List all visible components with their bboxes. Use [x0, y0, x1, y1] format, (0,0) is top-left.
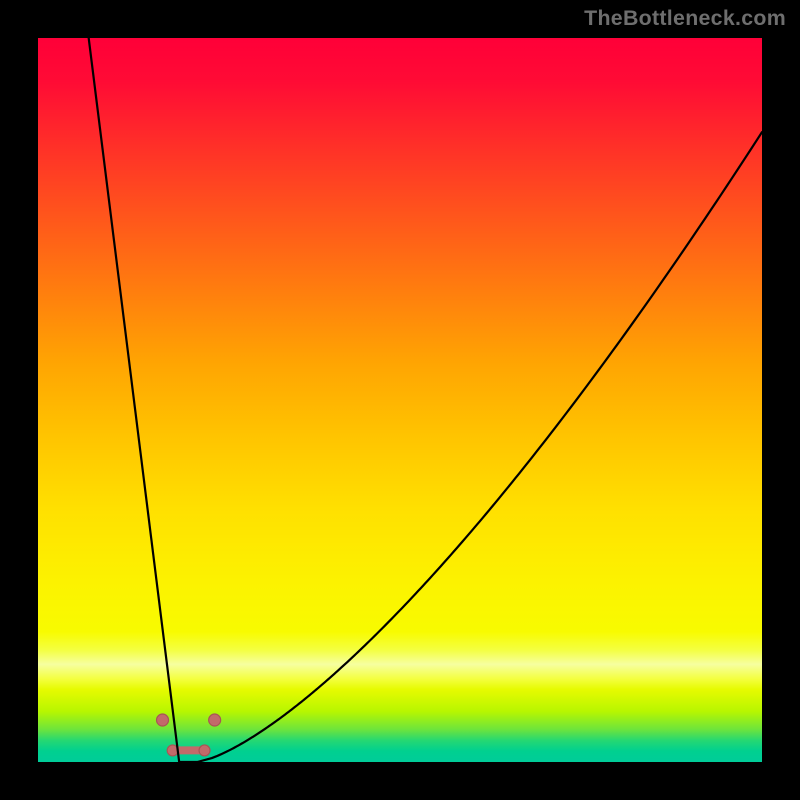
plot-area: [38, 38, 762, 762]
marker-dumbbell-end: [199, 745, 210, 756]
marker-dot: [209, 714, 221, 726]
marker-dot: [157, 714, 169, 726]
chart-container: TheBottleneck.com: [0, 0, 800, 800]
plot-svg: [38, 38, 762, 762]
watermark-text: TheBottleneck.com: [584, 6, 786, 31]
gradient-background: [38, 38, 762, 762]
